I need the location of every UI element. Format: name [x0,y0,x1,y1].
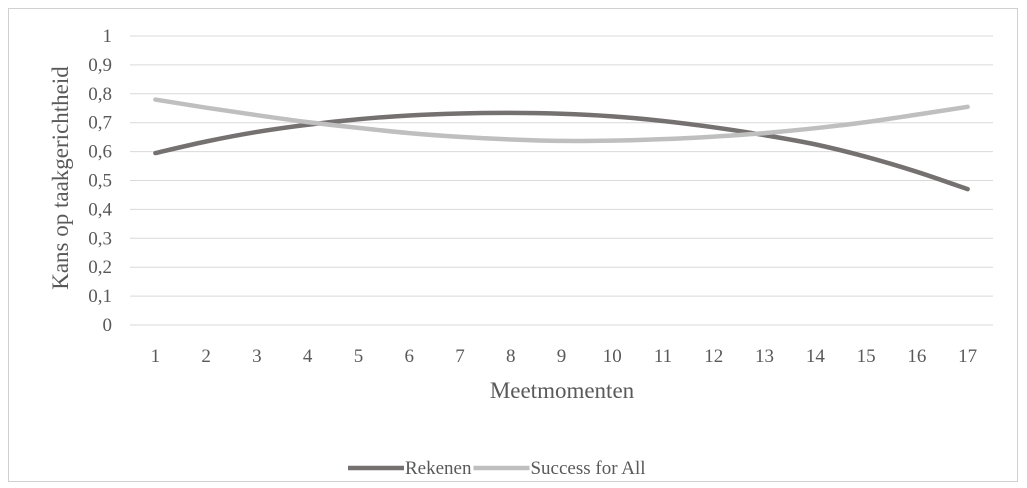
x-tick-label: 1 [151,346,161,367]
x-tick-label: 5 [354,346,364,367]
x-tick-label: 8 [506,346,516,367]
x-tick-label: 4 [303,346,313,367]
x-tick-label: 15 [857,346,876,367]
y-tick-label: 0,1 [88,286,112,307]
x-axis-title: Meetmomenten [490,378,635,403]
x-tick-label: 7 [455,346,465,367]
chart-frame [8,8,1018,482]
y-tick-label: 0,5 [88,171,112,192]
y-tick-label: 0,4 [88,199,112,220]
gridlines [130,35,993,326]
x-tick-label: 6 [404,346,414,367]
x-tick-label: 9 [557,346,567,367]
legend-label: Success for All [530,458,645,479]
x-axis-ticks: 1 2 3 4 5 6 7 8 9 10 11 12 13 14 15 16 17 [151,346,977,367]
x-tick-label: 13 [755,346,774,367]
legend: Rekenen Success for All [348,458,646,479]
y-tick-label: 0,7 [88,113,112,134]
x-tick-label: 2 [201,346,211,367]
y-tick-label: 0,8 [88,84,112,105]
y-axis-ticks: 0 0,1 0,2 0,3 0,4 0,5 0,6 0,7 0,8 0,9 1 [88,26,112,336]
legend-label: Rekenen [405,458,472,479]
series-line-1 [153,110,970,192]
y-tick-label: 0 [103,315,113,336]
x-tick-label: 3 [252,346,262,367]
y-tick-label: 0,6 [88,142,112,163]
x-tick-label: 10 [603,346,622,367]
y-axis-title: Kans op taakgerichtheid [48,66,73,290]
x-tick-label: 17 [958,346,977,367]
y-tick-label: 0,9 [88,55,112,76]
y-tick-label: 1 [103,26,113,47]
x-tick-label: 14 [806,346,826,367]
x-tick-label: 12 [704,346,723,367]
series-lines [153,97,970,192]
x-tick-label: 16 [907,346,926,367]
x-tick-label: 11 [654,346,672,367]
series-line-2 [153,97,970,144]
y-tick-label: 0,2 [88,257,112,278]
y-tick-label: 0,3 [88,228,112,249]
